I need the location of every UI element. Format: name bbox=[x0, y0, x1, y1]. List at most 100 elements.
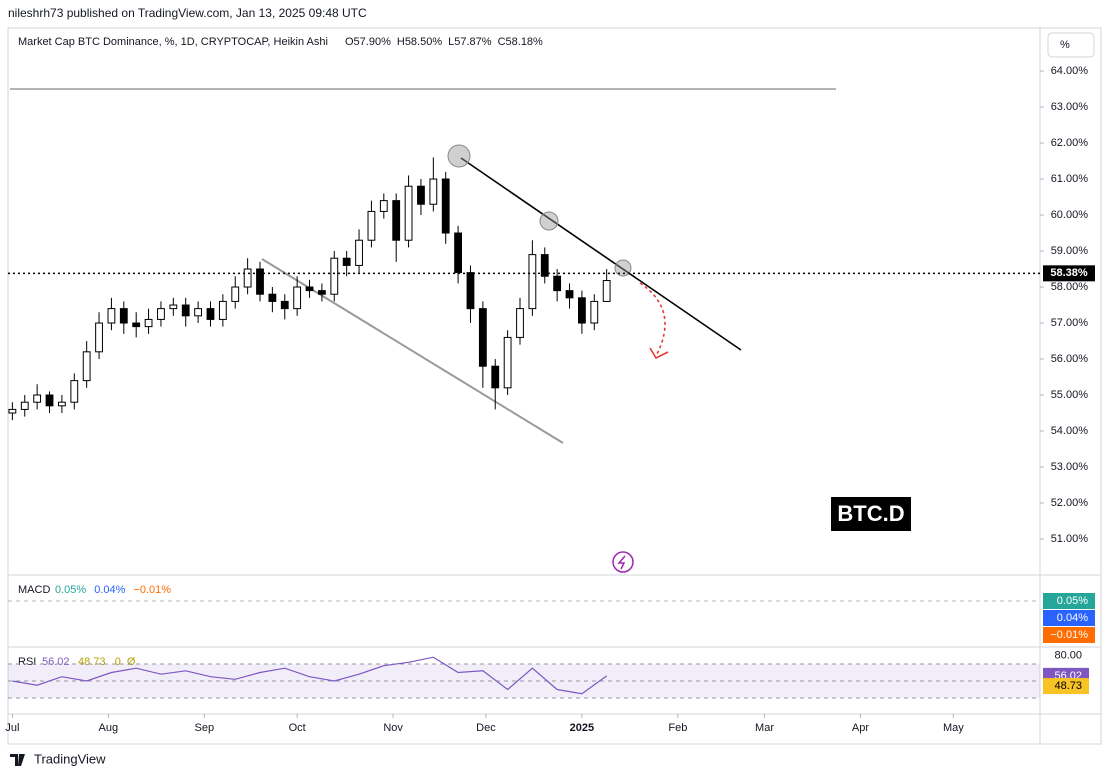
candle-body bbox=[256, 268, 264, 295]
candle-body bbox=[417, 185, 425, 205]
candle-body bbox=[305, 286, 314, 292]
projection-arrow bbox=[639, 282, 666, 357]
x-tick-label: Aug bbox=[99, 722, 119, 734]
candle-body bbox=[355, 239, 363, 266]
rsi-tick-label: 80.00 bbox=[1054, 649, 1082, 661]
ohlc-value: L57.87% bbox=[448, 36, 492, 48]
x-tick-label: Feb bbox=[668, 722, 687, 734]
candle-body bbox=[466, 272, 475, 310]
candle-body bbox=[45, 394, 54, 407]
ohlc-value: O57.90% bbox=[345, 36, 391, 48]
y-tick-label: 57.00% bbox=[1051, 317, 1089, 329]
candle-body bbox=[95, 322, 103, 353]
rsi-tag-label: 48.73 bbox=[1054, 680, 1082, 692]
candle-body bbox=[107, 308, 116, 324]
candle-body bbox=[157, 308, 165, 320]
candle-body bbox=[144, 318, 153, 328]
last-price-label: 58.38% bbox=[1050, 267, 1088, 279]
y-tick-label: 51.00% bbox=[1051, 533, 1089, 545]
macd-tag-label: −0.01% bbox=[1050, 629, 1088, 641]
candle-body bbox=[70, 380, 79, 403]
last-price-tag bbox=[1043, 265, 1095, 282]
ohlc-value: C58.18% bbox=[498, 36, 543, 48]
candle-body bbox=[478, 308, 487, 367]
x-tick-label: Dec bbox=[476, 722, 496, 734]
candle-body bbox=[268, 293, 277, 302]
byline: nileshrh73 published on TradingView.com,… bbox=[8, 6, 367, 20]
x-tick-label: Mar bbox=[755, 722, 774, 734]
y-tick-label: 52.00% bbox=[1051, 497, 1089, 509]
candle-body bbox=[392, 200, 401, 241]
y-tick-label: 64.00% bbox=[1051, 65, 1089, 77]
scale-button[interactable] bbox=[1047, 32, 1095, 58]
y-tick-label: 55.00% bbox=[1051, 389, 1089, 401]
rsi-line bbox=[12, 656, 608, 695]
touch-marker bbox=[539, 211, 559, 231]
chart-title: Market Cap BTC Dominance, %, 1D, CRYPTOC… bbox=[18, 36, 328, 48]
brand-logo bbox=[10, 754, 25, 766]
y-tick-label: 56.00% bbox=[1051, 353, 1089, 365]
candle-body bbox=[590, 300, 599, 324]
candle-body bbox=[243, 268, 252, 288]
macd-value: 0.04% bbox=[94, 584, 125, 596]
candle-body bbox=[119, 308, 128, 324]
projection-arrow-head bbox=[649, 347, 669, 360]
rsi-label: RSI bbox=[18, 656, 36, 668]
macd-value: −0.01% bbox=[133, 584, 171, 596]
candle-body bbox=[58, 401, 66, 407]
candle-body bbox=[441, 178, 450, 234]
candle-body bbox=[8, 408, 17, 414]
candle-body bbox=[528, 254, 537, 310]
y-tick-label: 59.00% bbox=[1051, 245, 1089, 257]
rsi-ma-value: 48.73 0 Ø bbox=[78, 656, 136, 668]
macd-tag-label: 0.04% bbox=[1057, 612, 1088, 624]
scale-button-label[interactable]: % bbox=[1060, 39, 1070, 51]
candle-body bbox=[429, 178, 438, 205]
candle-body bbox=[454, 232, 463, 274]
brand: TradingView bbox=[34, 751, 106, 766]
candle-body bbox=[516, 308, 524, 338]
candle-body bbox=[231, 286, 240, 302]
y-tick-label: 54.00% bbox=[1051, 425, 1089, 437]
rsi-value: 56.02 bbox=[42, 656, 70, 668]
candle-body bbox=[293, 286, 302, 310]
candle-body bbox=[540, 254, 549, 277]
candle-body bbox=[132, 322, 141, 328]
candle-body bbox=[565, 290, 574, 299]
ohlc-value: H58.50% bbox=[397, 36, 442, 48]
macd-tag bbox=[1043, 593, 1095, 609]
candle-body bbox=[578, 297, 586, 324]
x-tick-label: Nov bbox=[383, 722, 403, 734]
symbol-badge-label: BTC.D bbox=[837, 501, 904, 526]
macd-tag bbox=[1043, 610, 1095, 626]
macd-value: 0.05% bbox=[55, 584, 86, 596]
y-tick-label: 61.00% bbox=[1051, 173, 1089, 185]
x-tick-label: Sep bbox=[194, 722, 214, 734]
candle-body bbox=[20, 401, 29, 410]
touch-marker bbox=[447, 144, 471, 168]
event-icon[interactable] bbox=[612, 551, 634, 573]
candle-body bbox=[342, 257, 351, 266]
x-tick-label: Jul bbox=[5, 722, 19, 734]
macd-label: MACD bbox=[18, 584, 50, 596]
candle-body bbox=[404, 185, 413, 241]
y-tick-label: 63.00% bbox=[1051, 101, 1089, 113]
candle-body bbox=[280, 300, 289, 310]
candle-body bbox=[491, 365, 500, 389]
candle-body bbox=[169, 304, 178, 310]
candle-body bbox=[181, 304, 190, 317]
candle-body bbox=[206, 308, 215, 320]
candle-body bbox=[553, 275, 562, 292]
symbol-badge bbox=[831, 497, 911, 531]
x-tick-label: 2025 bbox=[570, 722, 594, 734]
y-tick-label: 62.00% bbox=[1051, 137, 1089, 149]
candle-body bbox=[330, 257, 339, 295]
y-tick-label: 58.00% bbox=[1051, 281, 1089, 293]
candle-body bbox=[367, 210, 376, 241]
candle-body bbox=[379, 200, 388, 212]
resistance-line bbox=[460, 157, 742, 351]
macd-tag-label: 0.05% bbox=[1057, 595, 1088, 607]
macd-tag bbox=[1043, 627, 1095, 643]
